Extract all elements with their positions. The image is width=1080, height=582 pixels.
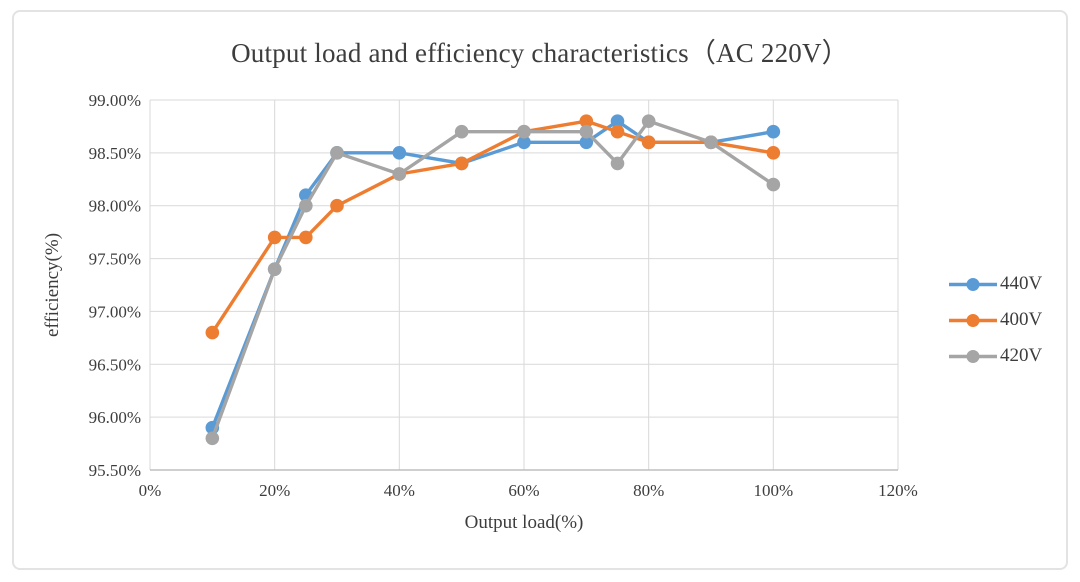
series-line [210, 119, 776, 430]
legend-item-440v: 440V [948, 266, 1042, 302]
chart-title: Output load and efficiency characteristi… [231, 38, 849, 68]
legend-marker-icon [949, 349, 997, 363]
x-tick-label: 40% [384, 481, 415, 500]
data-point [299, 230, 313, 245]
y-tick-label: 98.00% [89, 197, 141, 216]
x-tick-label: 20% [259, 481, 290, 500]
x-tick-label: 120% [878, 481, 918, 500]
y-tick-label: 96.50% [89, 355, 141, 374]
data-point [641, 135, 656, 150]
legend-item-420v: 420V [948, 338, 1042, 374]
legend-label: 440V [1000, 273, 1043, 294]
legend-item-400v: 400V [948, 302, 1042, 338]
data-point [579, 135, 594, 150]
x-tick-label: 0% [139, 481, 162, 500]
x-tick-label: 80% [633, 481, 664, 500]
data-point [579, 124, 594, 139]
data-point [205, 325, 220, 340]
series-line [210, 119, 776, 440]
data-point [330, 146, 344, 160]
data-point [267, 230, 282, 245]
chart-frame [12, 10, 1068, 570]
data-point [205, 431, 220, 446]
legend: 440V 400V 420V [948, 266, 1042, 374]
data-point [766, 124, 781, 139]
data-point [299, 198, 313, 213]
legend-label: 420V [1000, 345, 1043, 366]
x-tick-label: 100% [753, 481, 793, 500]
legend-label: 400V [1000, 309, 1043, 330]
data-point [579, 114, 594, 128]
data-point [392, 167, 407, 181]
data-point [610, 124, 625, 139]
data-point [704, 135, 718, 150]
y-tick-label: 97.50% [89, 250, 141, 269]
y-tick-label: 95.50% [89, 461, 141, 480]
data-point [267, 262, 282, 276]
data-point [641, 114, 656, 128]
y-tick-label: 98.50% [89, 144, 141, 163]
legend-marker-icon [949, 277, 997, 291]
data-point [517, 124, 531, 139]
data-point [766, 146, 781, 160]
data-point [766, 177, 781, 192]
legend-marker-icon [949, 313, 997, 327]
series-420v [205, 114, 781, 446]
y-tick-label: 99.00% [89, 91, 141, 110]
data-point [610, 156, 625, 171]
data-point [517, 135, 531, 150]
y-tick-label: 96.00% [89, 408, 141, 427]
data-point [392, 146, 407, 160]
x-axis-title: Output load(%) [464, 512, 584, 533]
data-point [330, 198, 344, 213]
series-440v [205, 114, 781, 435]
data-point [610, 114, 625, 128]
x-tick-label: 60% [508, 481, 539, 500]
data-point [454, 124, 469, 139]
y-axis-title: efficiency(%) [42, 232, 63, 338]
y-tick-label: 97.00% [89, 302, 141, 321]
data-point [454, 156, 469, 171]
